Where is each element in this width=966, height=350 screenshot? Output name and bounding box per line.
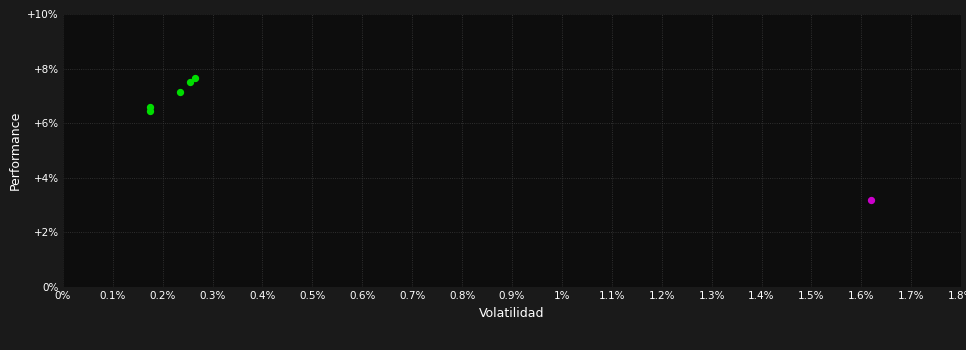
Point xyxy=(183,79,198,85)
Point xyxy=(142,108,157,114)
Point xyxy=(172,89,187,95)
Point xyxy=(864,197,879,202)
X-axis label: Volatilidad: Volatilidad xyxy=(479,307,545,320)
Point xyxy=(142,104,157,110)
Point xyxy=(187,75,203,81)
Y-axis label: Performance: Performance xyxy=(9,111,21,190)
